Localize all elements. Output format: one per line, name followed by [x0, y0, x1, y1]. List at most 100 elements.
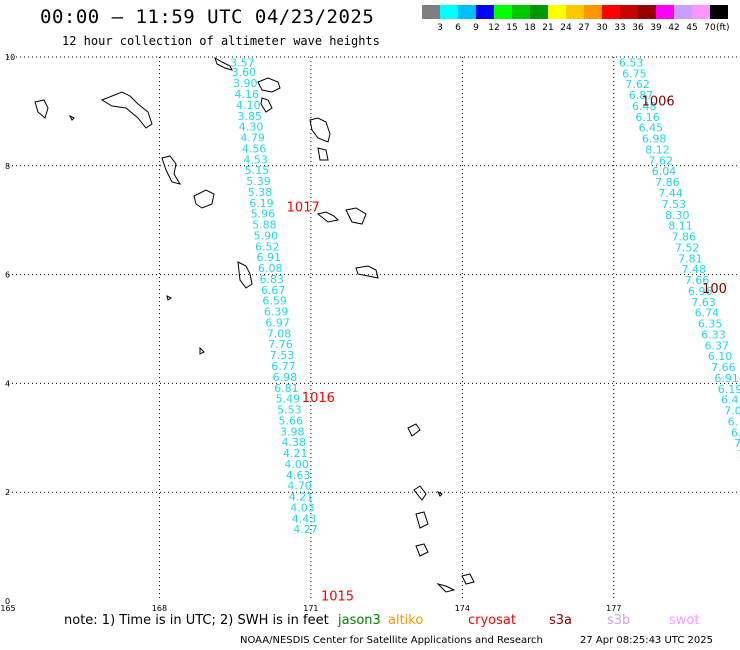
legend-swatch	[620, 5, 638, 19]
wave-height-label: 4.21	[283, 447, 308, 460]
wave-height-label: 6.98	[273, 371, 298, 384]
y-tick-label: 4	[5, 379, 10, 388]
x-tick-label: 174	[455, 604, 470, 613]
island	[214, 56, 233, 71]
wave-height-label: 7.53	[662, 198, 687, 211]
wave-height-label: 4.70	[287, 480, 312, 493]
wave-height-label: 6.33	[701, 328, 726, 341]
wave-height-label: 8.12	[645, 143, 670, 156]
wave-height-label: 6.96	[688, 285, 713, 298]
wave-height-label: 6.04	[652, 165, 677, 178]
island	[100, 91, 153, 129]
legend-label: 39	[650, 23, 662, 33]
island	[237, 261, 253, 289]
satellite-s3a: s3a	[549, 613, 573, 628]
island	[257, 77, 281, 93]
wave-height-label: 4.56	[242, 142, 267, 155]
wave-height-label: 6.91	[257, 251, 282, 264]
pressure-label: 100	[702, 282, 727, 297]
wave-height-label: 4.63	[286, 469, 311, 482]
wave-height-label: 5.38	[248, 186, 273, 199]
island	[199, 346, 205, 355]
legend-label: 45	[686, 23, 698, 33]
satellite-altiko: altiko	[388, 613, 424, 628]
island	[317, 147, 329, 161]
island	[413, 485, 427, 501]
wave-height-label: 8.30	[665, 209, 690, 222]
wave-height-label: 6.19	[718, 383, 740, 396]
wave-height-label: 7.0	[724, 405, 740, 418]
island	[166, 295, 172, 301]
wave-height-label: 4.38	[281, 436, 306, 449]
wave-height-label: 7.86	[672, 231, 697, 244]
wave-height-label: 5.15	[245, 164, 270, 177]
wave-height-label: 6.19	[249, 197, 273, 210]
wave-height-label: 4.10	[236, 99, 261, 112]
wave-height-label: 3.90	[233, 77, 258, 90]
pressure-labels: 1006 1017 100 1016 1015	[287, 95, 727, 605]
wave-height-label: 4.43	[292, 512, 317, 525]
wave-height-label: 7.52	[675, 241, 700, 254]
legend-swatch	[602, 5, 620, 19]
island	[161, 155, 182, 185]
wave-height-label: 4.21	[289, 491, 314, 504]
wave-height-label: 5.90	[254, 229, 279, 242]
island	[260, 97, 273, 113]
wave-height-label: 4.53	[243, 153, 268, 166]
y-tick-label: 10	[5, 53, 15, 62]
wave-height-label: 5.88	[252, 219, 277, 232]
legend-swatch	[458, 5, 476, 19]
legend-swatch	[638, 5, 656, 19]
island	[193, 189, 215, 209]
wave-height-label: 3.60	[232, 66, 257, 79]
legend-label: 9	[473, 23, 479, 33]
wave-height-label: 6.67	[261, 284, 286, 297]
wave-height-label: 7.08	[267, 327, 292, 340]
credit-text: NOAA/NESDIS Center for Satellite Applica…	[240, 635, 543, 646]
y-tick-label: 2	[5, 488, 10, 497]
wave-height-label: 6.98	[642, 133, 667, 146]
wave-height-label: 4.30	[239, 121, 263, 134]
legend-swatch	[566, 5, 584, 19]
wave-height-label: 7	[737, 448, 740, 461]
wave-height-label: 3.85	[237, 110, 261, 123]
legend-swatch	[494, 5, 512, 19]
wave-height-label: 6.37	[705, 339, 730, 352]
legend-label: 42	[668, 23, 680, 33]
island	[461, 573, 475, 585]
wave-height-label: 7.48	[681, 263, 706, 276]
wave-height-label: 7.76	[268, 338, 293, 351]
wave-height-label: 5.49	[276, 393, 301, 406]
island	[345, 207, 367, 225]
legend-swatch	[674, 5, 692, 19]
wave-height-label: 6.52	[255, 240, 280, 253]
wave-height-label: 6.83	[259, 273, 284, 286]
wave-height-label: 7.66	[685, 274, 710, 287]
wave-height-label: 7.62	[649, 154, 674, 167]
x-tick-label: 171	[303, 604, 318, 613]
wave-height-label: 6.59	[262, 295, 287, 308]
satellite-s3b: s3b	[607, 613, 631, 628]
legend-unit: (ft)	[716, 23, 730, 33]
timestamp-text: 27 Apr 08:25:43 UTC 2025	[580, 635, 713, 646]
island	[355, 265, 379, 279]
wave-height-label: 7.62	[625, 78, 650, 91]
y-tick-label: 8	[5, 162, 10, 171]
altimeter-track-2: 6.536.757.626.876.486.166.456.988.127.62…	[619, 56, 740, 461]
island	[407, 423, 421, 437]
wave-height-label: 6.74	[695, 307, 720, 320]
wave-height-label: 7.66	[711, 361, 736, 374]
wave-height-label: 4.00	[284, 458, 309, 471]
y-tick-label: 0	[5, 597, 10, 606]
wave-height-label: 7.44	[658, 187, 683, 200]
island	[436, 490, 443, 497]
satellite-jason3: jason3	[338, 613, 381, 628]
wave-height-label: 6.08	[258, 262, 283, 275]
wave-height-label: 8.11	[668, 220, 693, 233]
island	[415, 511, 429, 529]
map-title: 00:00 – 11:59 UTC 04/23/2025	[40, 6, 375, 28]
pressure-label: 1017	[287, 201, 320, 216]
pressure-label: 1015	[321, 590, 354, 605]
legend-swatch	[512, 5, 530, 19]
legend-label: 21	[542, 23, 554, 33]
